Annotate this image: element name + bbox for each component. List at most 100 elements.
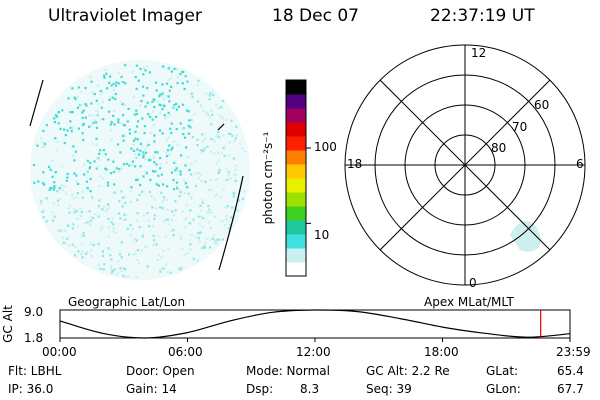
emission-speckle xyxy=(197,259,200,262)
emission-speckle xyxy=(171,105,175,108)
emission-speckle xyxy=(144,148,147,151)
emission-speckle xyxy=(51,159,54,162)
emission-speckle xyxy=(101,254,105,257)
emission-speckle xyxy=(222,147,225,150)
emission-speckle xyxy=(217,127,220,130)
emission-speckle xyxy=(119,217,122,220)
emission-speckle xyxy=(73,96,76,99)
emission-speckle xyxy=(168,153,171,156)
emission-speckle xyxy=(75,195,78,198)
emission-speckle xyxy=(135,112,138,116)
emission-speckle xyxy=(63,229,67,232)
emission-speckle xyxy=(67,97,70,100)
emission-speckle xyxy=(172,214,175,217)
emission-speckle xyxy=(152,234,155,237)
emission-speckle xyxy=(165,161,168,164)
emission-speckle xyxy=(82,190,85,193)
colorbar-cell xyxy=(286,262,306,277)
emission-speckle xyxy=(213,140,216,143)
emission-speckle xyxy=(100,106,103,109)
emission-speckle xyxy=(142,233,145,236)
emission-speckle xyxy=(209,226,212,229)
colorbar-tick-100: 100 xyxy=(314,140,337,154)
emission-speckle xyxy=(117,260,120,263)
emission-speckle xyxy=(85,252,88,255)
emission-speckle xyxy=(202,140,205,143)
emission-speckle xyxy=(71,127,74,131)
emission-speckle xyxy=(132,149,136,152)
emission-speckle xyxy=(89,161,92,164)
emission-speckle xyxy=(98,199,101,202)
emission-speckle xyxy=(198,222,201,225)
emission-speckle xyxy=(131,228,134,231)
emission-speckle xyxy=(141,145,144,148)
emission-speckle xyxy=(76,192,80,195)
emission-speckle xyxy=(139,149,142,152)
emission-speckle xyxy=(149,115,152,118)
emission-speckle xyxy=(175,127,178,131)
emission-speckle xyxy=(170,229,173,232)
emission-speckle xyxy=(89,76,92,79)
emission-speckle xyxy=(86,250,89,254)
emission-speckle xyxy=(93,160,96,163)
emission-speckle xyxy=(139,142,143,145)
emission-speckle xyxy=(201,201,204,204)
glat-value: 65.4 xyxy=(557,364,584,378)
emission-speckle xyxy=(170,122,173,125)
emission-speckle xyxy=(162,183,165,186)
emission-speckle xyxy=(33,181,36,184)
emission-speckle xyxy=(146,86,149,90)
emission-speckle xyxy=(201,199,204,202)
emission-speckle xyxy=(120,269,123,272)
emission-speckle xyxy=(142,94,145,97)
emission-speckle xyxy=(59,197,62,201)
emission-speckle xyxy=(165,94,168,98)
emission-speckle xyxy=(66,172,69,176)
emission-speckle xyxy=(213,215,216,218)
colorbar-ticks xyxy=(306,147,311,224)
emission-speckle xyxy=(179,122,182,125)
emission-speckle xyxy=(183,253,186,256)
emission-speckle xyxy=(71,111,74,114)
emission-speckle xyxy=(81,111,84,114)
emission-speckle xyxy=(204,180,207,183)
emission-speckle xyxy=(216,134,220,137)
emission-speckle xyxy=(157,184,160,187)
emission-speckle xyxy=(80,214,83,218)
emission-speckle xyxy=(112,223,115,226)
emission-speckle xyxy=(144,170,147,173)
emission-speckle xyxy=(64,242,67,245)
emission-speckle xyxy=(168,100,171,103)
emission-speckle xyxy=(141,190,144,193)
emission-speckle xyxy=(112,88,115,92)
emission-speckle xyxy=(224,206,227,209)
emission-speckle xyxy=(56,190,59,193)
mlt-label-18: 18 xyxy=(347,157,363,171)
emission-speckle xyxy=(180,154,183,157)
emission-speckle xyxy=(165,82,169,85)
emission-speckle xyxy=(107,235,110,238)
emission-speckle xyxy=(73,172,76,175)
emission-speckle xyxy=(172,229,175,232)
colorbar-cell xyxy=(286,234,306,249)
emission-speckle xyxy=(118,200,121,203)
emission-speckle xyxy=(149,178,152,182)
emission-speckle xyxy=(95,126,98,129)
emission-speckle xyxy=(156,100,160,103)
emission-speckle xyxy=(66,237,69,240)
emission-speckle xyxy=(132,95,135,98)
polar-plot xyxy=(344,44,586,286)
emission-speckle xyxy=(155,207,158,210)
emission-speckle xyxy=(163,114,166,117)
emission-speckle xyxy=(163,98,166,101)
emission-speckle xyxy=(174,209,177,212)
emission-speckle xyxy=(144,69,147,72)
emission-speckle xyxy=(135,239,138,242)
emission-speckle xyxy=(151,110,155,113)
emission-speckle xyxy=(52,202,56,205)
emission-speckle xyxy=(54,114,58,117)
emission-speckle xyxy=(123,213,126,216)
emission-speckle xyxy=(114,191,117,194)
emission-speckle xyxy=(115,81,118,84)
emission-speckle xyxy=(110,267,113,270)
